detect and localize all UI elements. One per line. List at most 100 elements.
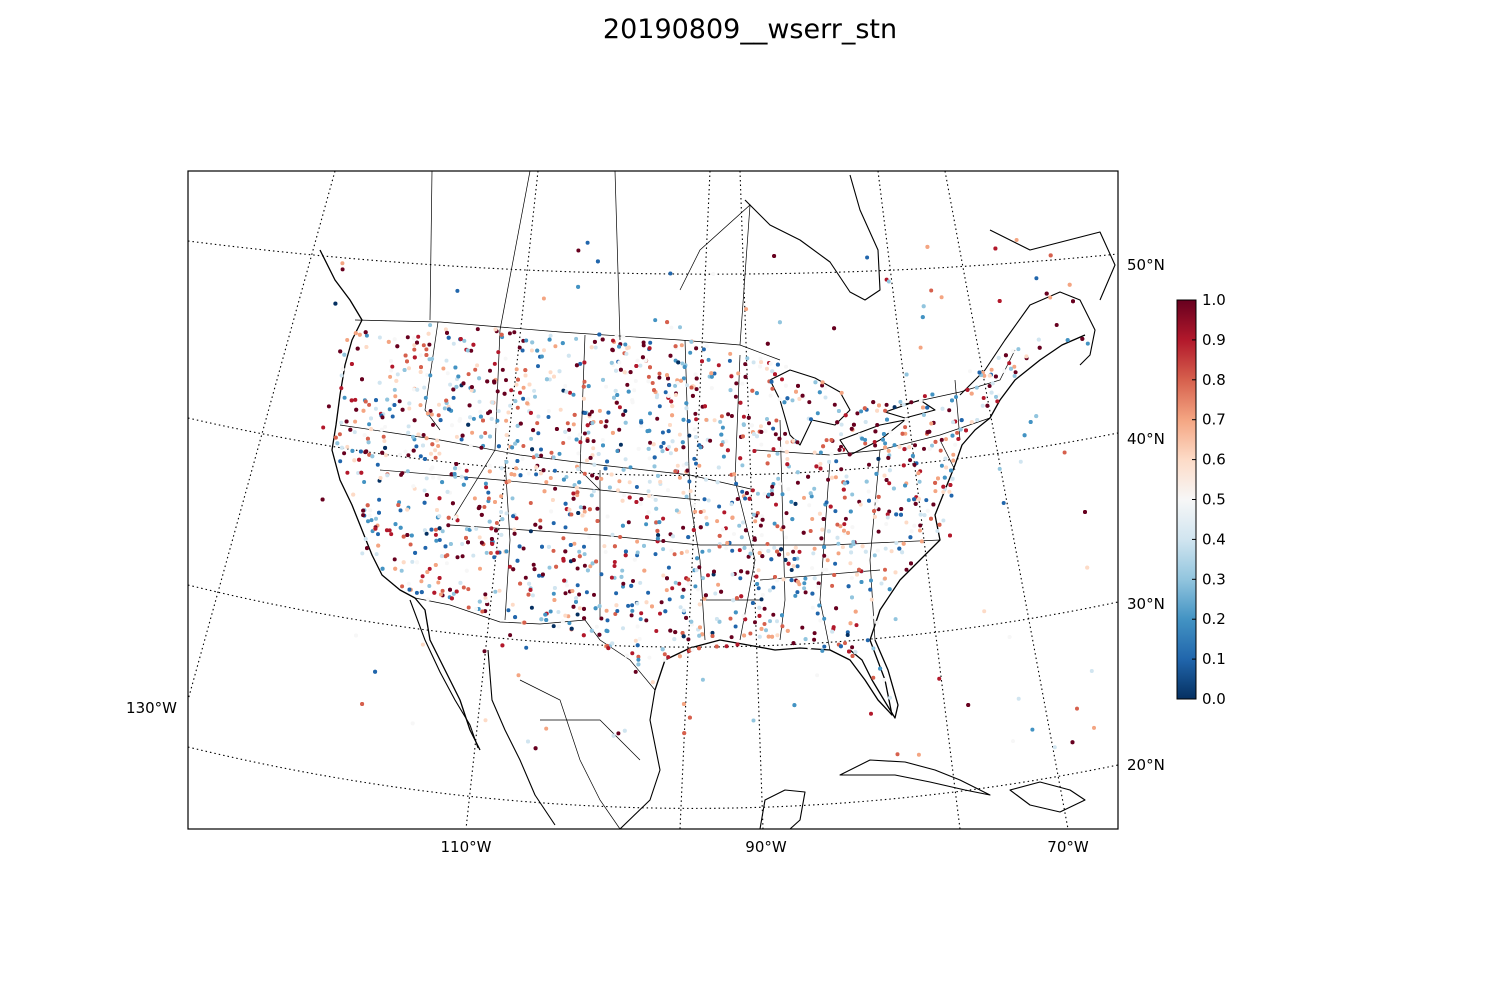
station-marker [490,541,495,546]
station-marker [666,488,670,493]
station-marker [886,448,891,453]
station-marker [646,590,651,595]
station-marker [412,418,417,423]
station-marker [857,432,862,437]
station-marker [647,655,652,660]
station-marker [724,644,729,649]
station-marker [410,559,415,564]
station-marker [660,647,665,652]
station-marker [681,463,686,468]
station-marker [947,489,952,494]
station-marker [636,657,641,662]
station-marker [795,440,800,445]
station-marker [876,529,881,534]
station-marker [600,337,605,342]
station-marker [387,528,392,533]
station-marker [474,526,479,531]
station-marker [521,546,526,551]
station-marker [843,641,847,646]
station-marker [695,556,700,561]
station-marker [515,423,520,428]
station-marker [827,459,832,464]
station-marker [521,444,526,448]
station-marker [489,416,494,421]
station-marker [666,565,671,570]
station-marker [653,497,658,502]
station-marker [629,613,634,618]
station-marker [443,544,448,549]
station-marker [507,564,512,569]
station-marker [636,662,641,667]
station-marker [528,501,533,505]
station-marker [730,548,735,553]
station-marker [509,472,514,477]
station-marker [892,405,897,410]
station-marker [577,554,582,559]
station-marker [670,404,675,409]
station-marker [424,531,429,536]
station-marker [681,525,686,530]
station-marker [706,498,711,503]
station-marker [342,451,347,456]
station-marker [530,340,535,345]
station-marker [486,496,491,501]
station-marker [466,372,471,377]
station-marker [393,394,398,399]
station-marker [899,512,903,517]
station-marker [602,544,607,549]
station-marker [536,414,541,419]
station-marker [750,601,755,605]
station-marker [869,711,873,716]
station-marker [732,532,736,536]
station-marker [918,528,922,533]
station-marker [675,463,680,468]
station-marker [661,547,666,552]
station-marker [643,358,648,363]
station-marker [345,444,350,449]
station-marker [1016,696,1021,701]
station-marker [526,471,531,476]
station-marker [749,423,754,428]
station-marker [997,466,1002,471]
station-marker [698,510,703,514]
station-marker [646,489,651,494]
station-marker [1071,299,1075,304]
station-marker [807,400,812,405]
station-marker [522,620,527,625]
station-marker [561,388,566,393]
station-marker [818,461,823,466]
station-marker [452,472,457,476]
station-marker [677,654,682,659]
station-marker [889,549,894,554]
station-marker [673,392,678,397]
station-marker [710,634,715,638]
station-marker [639,420,644,425]
station-marker [691,528,696,532]
station-marker [576,248,581,253]
station-marker [515,405,520,410]
station-marker [654,629,659,633]
station-marker [443,554,448,559]
station-marker [615,393,620,397]
station-marker [424,353,429,357]
station-marker [453,365,458,370]
station-marker [557,369,562,374]
station-marker [614,591,619,596]
station-marker [617,360,622,365]
station-marker [441,366,446,371]
station-marker [611,338,615,343]
station-marker [399,568,404,573]
station-marker [607,485,612,490]
station-marker [747,496,752,501]
station-marker [994,394,998,399]
station-marker [717,619,722,624]
station-marker [541,468,546,473]
station-marker [806,474,811,479]
station-marker [941,484,946,489]
station-marker [1044,291,1049,296]
station-marker [884,522,889,526]
station-marker [775,549,780,554]
station-marker [354,407,359,412]
station-marker [835,535,840,540]
station-marker [499,332,504,337]
